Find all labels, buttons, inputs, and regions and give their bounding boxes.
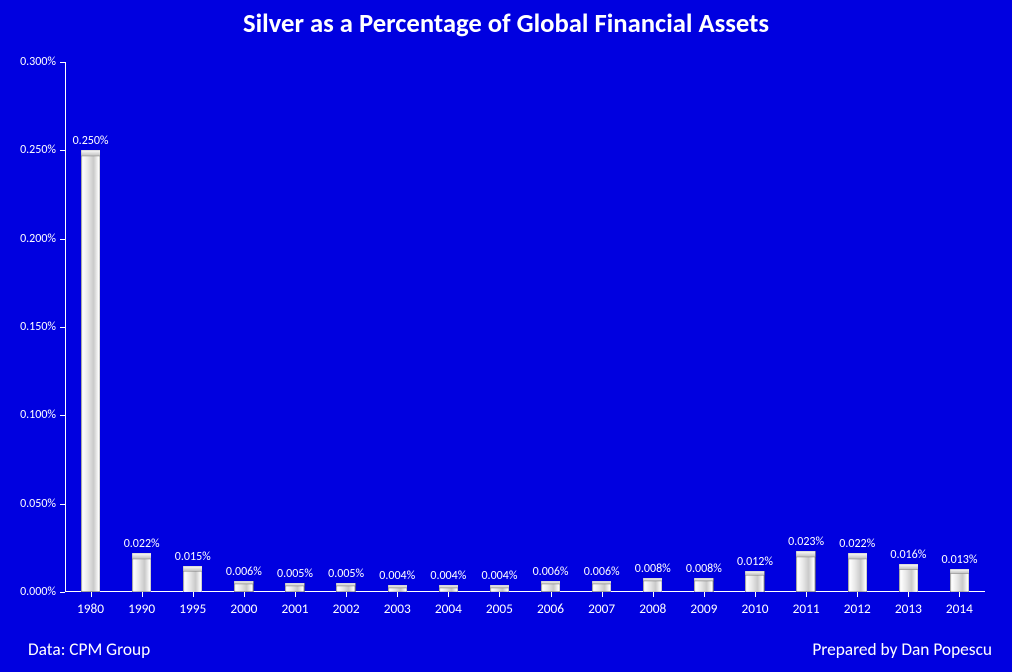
- chart-bar: [285, 583, 304, 592]
- x-tick-label: 2010: [741, 600, 768, 617]
- data-label: 0.013%: [941, 553, 977, 567]
- x-tick-mark: [959, 592, 960, 597]
- chart-bar: [643, 578, 662, 592]
- chart-bar: [388, 585, 407, 592]
- x-tick-label: 2014: [946, 600, 973, 617]
- data-label: 0.005%: [328, 567, 364, 581]
- x-tick-mark: [602, 592, 603, 597]
- chart-bar: [541, 581, 560, 592]
- x-tick-label: 2001: [281, 600, 308, 617]
- x-tick-mark: [499, 592, 500, 597]
- x-tick-label: 1980: [77, 600, 104, 617]
- y-tick-label: 0.000%: [20, 585, 56, 599]
- x-tick-label: 2011: [793, 600, 820, 617]
- x-tick-label: 2012: [844, 600, 871, 617]
- x-tick-mark: [908, 592, 909, 597]
- x-tick-mark: [448, 592, 449, 597]
- y-tick-label: 0.250%: [20, 143, 56, 157]
- chart-canvas: Silver as a Percentage of Global Financi…: [0, 0, 1012, 672]
- x-tick-label: 2007: [588, 600, 615, 617]
- y-tick-mark: [60, 62, 65, 63]
- data-label: 0.006%: [533, 565, 569, 579]
- x-tick-label: 2000: [230, 600, 257, 617]
- chart-bar: [81, 150, 100, 592]
- data-label: 0.022%: [839, 537, 875, 551]
- x-tick-mark: [397, 592, 398, 597]
- x-tick-mark: [91, 592, 92, 597]
- y-axis-line: [65, 62, 66, 592]
- x-tick-label: 2006: [537, 600, 564, 617]
- x-tick-label: 2009: [690, 600, 717, 617]
- x-tick-label: 2003: [384, 600, 411, 617]
- x-tick-mark: [755, 592, 756, 597]
- footer-data-source: Data: CPM Group: [28, 638, 150, 660]
- data-label: 0.250%: [73, 134, 109, 148]
- x-tick-label: 2013: [895, 600, 922, 617]
- y-tick-mark: [60, 239, 65, 240]
- x-tick-mark: [193, 592, 194, 597]
- y-tick-mark: [60, 327, 65, 328]
- plot-area: [65, 62, 985, 592]
- chart-bar: [899, 564, 918, 592]
- y-tick-mark: [60, 150, 65, 151]
- data-label: 0.016%: [890, 548, 926, 562]
- data-label: 0.004%: [481, 569, 517, 583]
- x-tick-label: 1990: [128, 600, 155, 617]
- chart-bar: [132, 553, 151, 592]
- x-tick-label: 2005: [486, 600, 513, 617]
- footer-author: Prepared by Dan Popescu: [812, 638, 992, 660]
- data-label: 0.005%: [277, 567, 313, 581]
- chart-bar: [848, 553, 867, 592]
- data-label: 0.008%: [686, 562, 722, 576]
- data-label: 0.015%: [175, 550, 211, 564]
- chart-bar: [336, 583, 355, 592]
- x-tick-mark: [857, 592, 858, 597]
- x-tick-mark: [295, 592, 296, 597]
- x-tick-mark: [142, 592, 143, 597]
- y-tick-label: 0.050%: [20, 497, 56, 511]
- x-tick-mark: [806, 592, 807, 597]
- data-label: 0.006%: [584, 565, 620, 579]
- x-tick-mark: [346, 592, 347, 597]
- x-tick-mark: [551, 592, 552, 597]
- y-tick-label: 0.300%: [20, 55, 56, 69]
- x-tick-mark: [653, 592, 654, 597]
- chart-bar: [183, 566, 202, 593]
- chart-bar: [745, 571, 764, 592]
- x-tick-label: 2008: [639, 600, 666, 617]
- x-tick-label: 1995: [179, 600, 206, 617]
- data-label: 0.004%: [379, 569, 415, 583]
- y-tick-label: 0.200%: [20, 232, 56, 246]
- y-tick-mark: [60, 415, 65, 416]
- chart-bar: [439, 585, 458, 592]
- y-tick-label: 0.100%: [20, 408, 56, 422]
- y-tick-mark: [60, 592, 65, 593]
- chart-bar: [490, 585, 509, 592]
- chart-bar: [796, 551, 815, 592]
- data-label: 0.006%: [226, 565, 262, 579]
- chart-bar: [592, 581, 611, 592]
- data-label: 0.008%: [635, 562, 671, 576]
- chart-bar: [234, 581, 253, 592]
- data-label: 0.004%: [430, 569, 466, 583]
- y-tick-label: 0.150%: [20, 320, 56, 334]
- chart-bar: [950, 569, 969, 592]
- data-label: 0.012%: [737, 555, 773, 569]
- x-tick-mark: [244, 592, 245, 597]
- x-tick-mark: [704, 592, 705, 597]
- data-label: 0.023%: [788, 535, 824, 549]
- chart-title: Silver as a Percentage of Global Financi…: [0, 8, 1012, 40]
- data-label: 0.022%: [124, 537, 160, 551]
- chart-bar: [694, 578, 713, 592]
- x-tick-label: 2004: [435, 600, 462, 617]
- y-tick-mark: [60, 504, 65, 505]
- x-tick-label: 2002: [333, 600, 360, 617]
